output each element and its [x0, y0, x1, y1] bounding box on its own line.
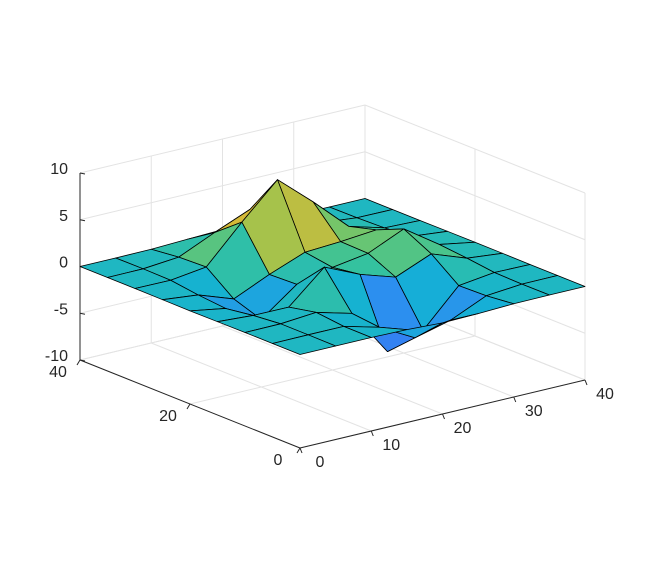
grid-line: [79, 104, 366, 174]
x-tick: [584, 379, 588, 386]
z-tick: [79, 312, 86, 315]
z-tick: [79, 359, 86, 362]
z-tick-label: -5: [54, 301, 68, 318]
x-tick-label: 0: [316, 454, 325, 471]
grid-line: [364, 104, 586, 194]
x-tick: [299, 447, 303, 454]
x-tick: [442, 413, 445, 420]
x-tick: [370, 430, 374, 437]
grid-line: [189, 335, 476, 405]
z-tick-label: 10: [50, 161, 68, 178]
y-tick: [186, 403, 191, 410]
grid-line: [364, 151, 586, 241]
z-tick-label: 0: [59, 255, 68, 272]
x-tick: [513, 396, 517, 403]
z-tick-label: 5: [59, 208, 68, 225]
x-tick-label: 10: [382, 437, 400, 454]
y-tick: [76, 359, 81, 366]
z-tick: [79, 219, 86, 222]
grid-line: [79, 151, 366, 221]
x-tick-label: 40: [596, 386, 614, 403]
y-tick: [296, 447, 301, 454]
y-tick-label: 0: [274, 452, 283, 469]
y-tick-label: 40: [49, 364, 67, 381]
z-tick: [79, 172, 86, 175]
surface-face: [272, 334, 337, 355]
x-tick-label: 30: [525, 403, 543, 420]
y-tick-label: 20: [159, 408, 177, 425]
x-tick-label: 20: [454, 420, 472, 437]
z-tick-label: -10: [45, 348, 68, 365]
